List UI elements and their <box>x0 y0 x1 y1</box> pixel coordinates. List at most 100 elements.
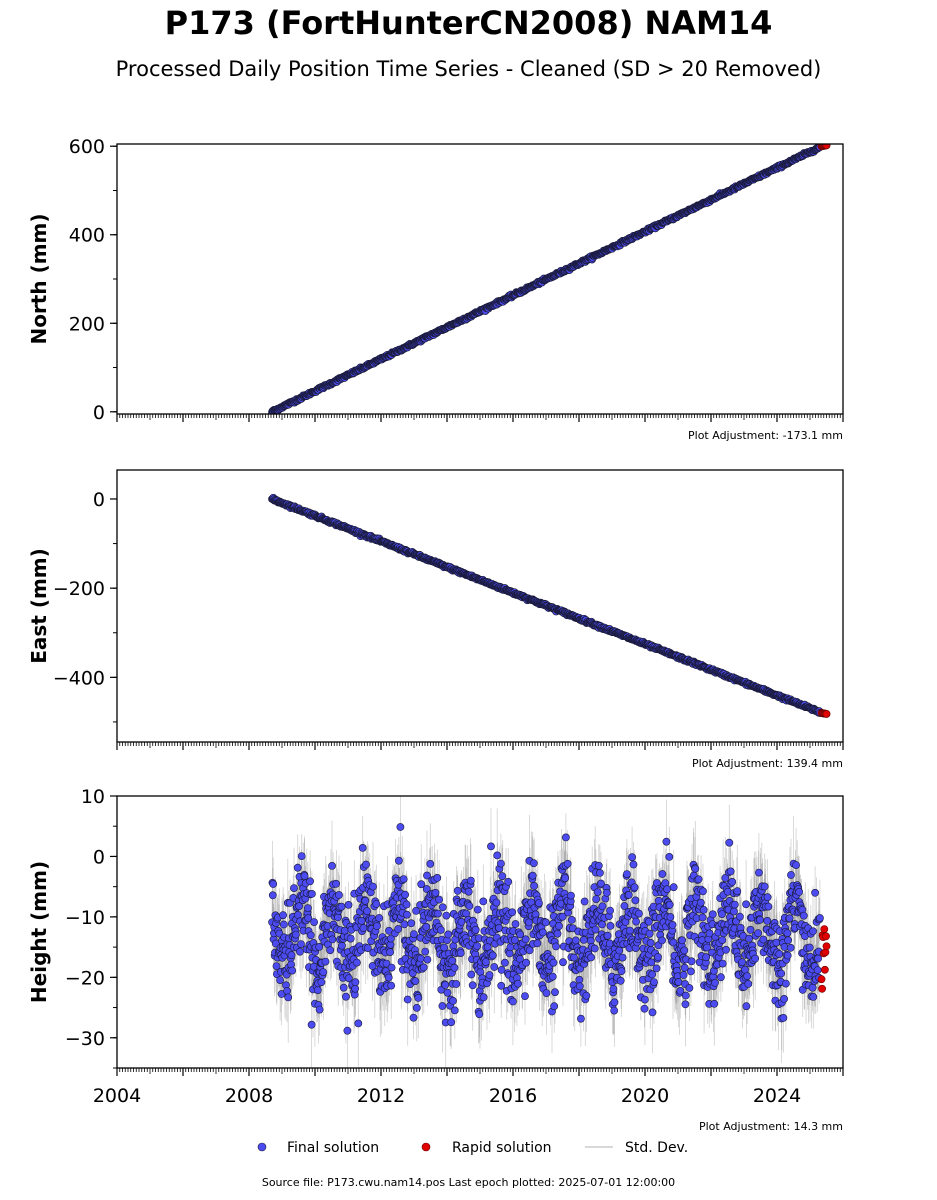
data-point <box>606 906 614 915</box>
data-point <box>541 918 550 927</box>
data-point <box>487 842 495 851</box>
data-point <box>422 885 431 893</box>
data-point <box>669 938 678 947</box>
data-point <box>297 852 306 860</box>
data-point <box>570 953 578 962</box>
data-point <box>351 978 360 987</box>
data-point <box>346 934 355 943</box>
data-point <box>575 982 584 991</box>
data-point <box>623 870 631 878</box>
data-point <box>479 993 488 1002</box>
data-point <box>632 917 640 926</box>
data-point <box>650 978 658 986</box>
data-point <box>354 1019 363 1028</box>
data-point <box>598 920 606 929</box>
data-point <box>303 904 312 913</box>
data-point <box>647 958 656 967</box>
data-point <box>648 970 657 979</box>
data-point <box>631 896 640 905</box>
data-point <box>373 922 381 930</box>
data-point <box>522 958 530 967</box>
data-point <box>582 991 591 1000</box>
data-point <box>504 877 513 886</box>
data-point <box>279 911 287 920</box>
data-point <box>326 946 335 955</box>
data-point <box>343 1026 352 1035</box>
data-point <box>452 980 461 988</box>
final-points <box>268 823 824 1035</box>
data-point <box>511 920 520 928</box>
data-point <box>440 943 449 952</box>
data-point <box>394 856 403 865</box>
data-point <box>492 898 501 907</box>
data-point <box>419 963 428 972</box>
data-point <box>465 902 474 910</box>
data-point <box>421 947 430 956</box>
data-point <box>341 992 350 1001</box>
axes-frame <box>116 469 844 743</box>
data-point <box>448 956 457 965</box>
data-point <box>423 955 432 964</box>
data-point <box>548 972 557 981</box>
data-point <box>485 971 494 979</box>
data-point <box>431 888 440 897</box>
data-point <box>394 925 403 933</box>
data-point <box>337 941 346 950</box>
data-point <box>624 891 633 899</box>
data-point <box>598 902 607 911</box>
chart-title: P173 (FortHunterCN2008) NAM14 <box>164 4 773 42</box>
data-point <box>335 891 343 899</box>
data-point <box>382 959 391 968</box>
y-tick-label: 400 <box>69 225 105 247</box>
plot-adjustment-note: Plot Adjustment: -173.1 mm <box>688 429 843 442</box>
data-point <box>668 921 677 929</box>
data-point <box>387 963 396 972</box>
data-point <box>658 936 666 945</box>
data-point <box>442 911 451 920</box>
y-tick-label: −400 <box>53 667 105 689</box>
data-point <box>490 963 499 971</box>
data-point <box>319 968 328 976</box>
data-point <box>401 890 409 899</box>
data-point <box>344 974 353 983</box>
data-point <box>626 926 634 935</box>
data-point <box>497 966 506 974</box>
y-tick-label: 0 <box>93 489 105 511</box>
data-point <box>402 910 411 919</box>
data-point <box>372 900 381 908</box>
data-point <box>412 1004 421 1012</box>
data-point <box>387 981 396 990</box>
data-point <box>386 934 395 943</box>
data-point <box>497 981 506 990</box>
data-point <box>272 962 281 970</box>
data-point <box>357 916 366 925</box>
data-point <box>468 981 477 990</box>
data-point <box>498 872 507 881</box>
data-point <box>516 930 525 939</box>
data-point <box>306 931 315 940</box>
data-point <box>422 923 431 931</box>
data-point <box>580 897 589 906</box>
y-tick-label: 0 <box>93 402 105 424</box>
data-point <box>375 914 384 922</box>
data-point <box>396 823 405 831</box>
data-point <box>665 900 674 909</box>
data-point <box>473 942 481 950</box>
data-point <box>551 988 559 997</box>
data-point <box>426 860 435 868</box>
data-point <box>493 851 502 860</box>
data-point <box>464 887 473 896</box>
final-series-north <box>268 144 824 414</box>
data-point <box>456 949 465 957</box>
rapid-point <box>822 709 831 718</box>
data-point <box>635 909 643 918</box>
rapid-point <box>822 144 831 150</box>
data-point <box>602 888 611 897</box>
data-point <box>525 946 534 955</box>
data-point <box>386 948 394 956</box>
data-point <box>506 943 515 952</box>
data-point <box>291 930 300 939</box>
data-point <box>467 970 476 979</box>
y-axis-label: North (mm) <box>27 213 51 344</box>
